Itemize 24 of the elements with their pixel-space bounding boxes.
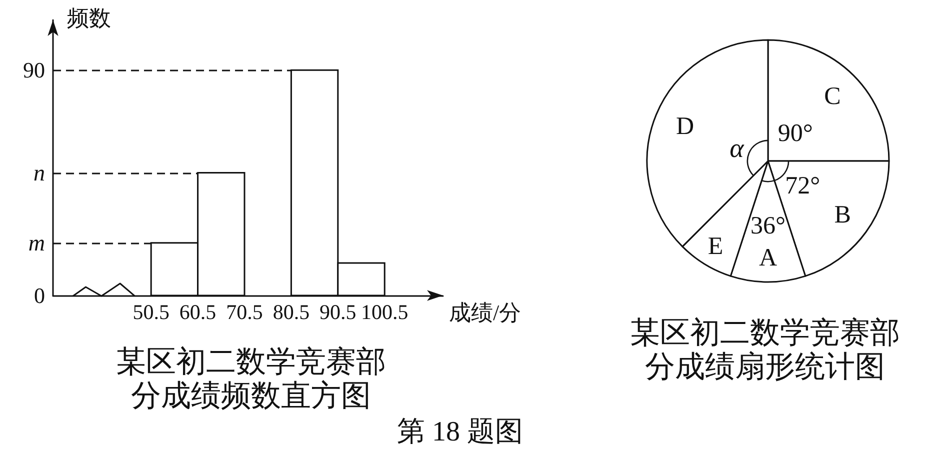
y-tick-label: n	[34, 160, 45, 186]
x-axis-title: 成绩/分	[449, 300, 522, 325]
slice-label: D	[676, 113, 694, 140]
x-tick-label: 90.5	[320, 300, 356, 324]
y-tick-label: 90	[23, 58, 45, 83]
y-tick-label: 0	[34, 283, 45, 308]
slice-label: B	[834, 202, 851, 229]
y-tick-label: m	[28, 230, 45, 256]
text: 某区初二数学竞赛部分成绩扇形统计图	[630, 316, 900, 384]
x-tick-label: 70.5	[226, 300, 263, 324]
text: 第 18 题图	[397, 416, 523, 448]
x-tick-label: 50.5	[132, 300, 170, 324]
slice-label: A	[758, 244, 778, 272]
slice-label: E	[708, 233, 724, 260]
data-label: 72°	[785, 172, 820, 200]
x-tick-label: 60.5	[179, 300, 216, 324]
data-label: 90°	[778, 120, 813, 148]
data-label: α	[730, 133, 745, 164]
x-tick-label: 80.5	[272, 300, 310, 324]
data-label: 36°	[750, 212, 786, 240]
text: 某区初二数学竞赛部分成绩频数直方图	[116, 346, 386, 412]
slice-label: C	[824, 83, 841, 110]
x-tick-label: 100.5	[360, 300, 408, 324]
y-axis-title: 频数	[67, 6, 111, 30]
